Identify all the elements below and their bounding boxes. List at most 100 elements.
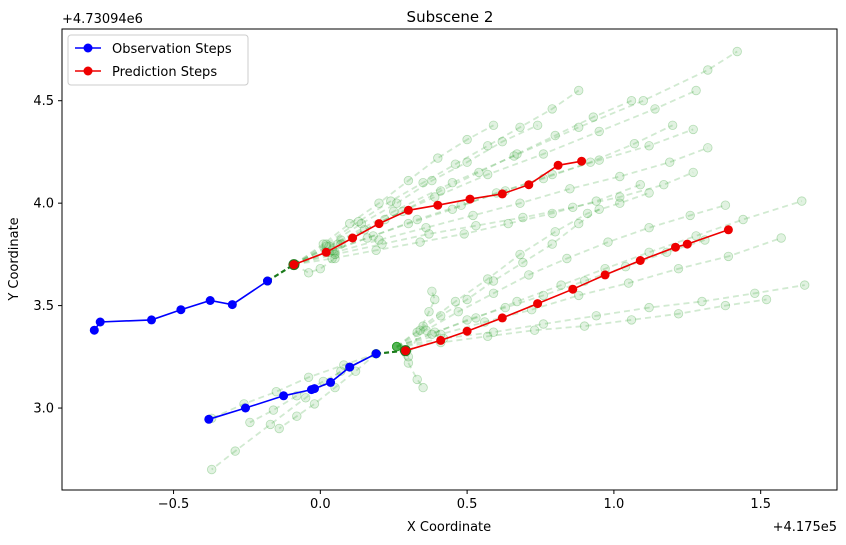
candidate-trajectory — [289, 124, 698, 270]
candidate-point — [374, 198, 384, 208]
candidate-point — [403, 358, 414, 368]
candidate-point — [483, 331, 493, 342]
observation-point — [371, 349, 381, 359]
legend-observation-label: Observation Steps — [112, 42, 232, 57]
candidate-point — [483, 169, 493, 180]
candidate-point — [529, 325, 540, 335]
observation-point — [279, 391, 289, 401]
candidate-point — [659, 179, 669, 190]
y-tick-label: 3.0 — [33, 402, 54, 417]
candidate-point — [691, 231, 701, 241]
y-tick-label: 4.0 — [33, 197, 54, 212]
prediction-point — [497, 313, 507, 323]
candidate-point — [579, 321, 590, 331]
candidate-point — [412, 327, 422, 337]
prediction-point — [433, 200, 443, 210]
candidate-line — [293, 124, 538, 266]
observation-point — [176, 305, 186, 315]
observation-point — [95, 317, 105, 327]
candidate-point — [524, 270, 534, 280]
candidate-point — [230, 446, 240, 456]
candidate-point — [403, 218, 414, 229]
candidate-point — [588, 112, 599, 122]
legend: Observation Steps Prediction Steps — [67, 34, 249, 86]
x-axis-title: X Coordinate — [407, 520, 491, 535]
candidate-point — [462, 134, 472, 145]
candidate-point — [427, 329, 437, 340]
observation-point — [326, 377, 336, 387]
x-tick-label: 1.0 — [604, 497, 625, 512]
candidate-point — [585, 157, 596, 167]
candidate-point — [356, 218, 367, 229]
candidate-line — [293, 146, 709, 266]
candidate-point — [723, 251, 734, 262]
candidate-line — [396, 200, 803, 348]
chart-title: Subscene 2 — [407, 8, 494, 26]
candidate-line — [278, 353, 377, 430]
candidate-point — [574, 218, 584, 229]
candidate-point — [688, 124, 698, 135]
candidate-line — [293, 124, 494, 266]
observation-series — [204, 349, 381, 424]
candidate-point — [450, 296, 461, 307]
observation-series — [89, 276, 272, 335]
candidate-point — [436, 311, 446, 321]
candidate-point — [594, 204, 604, 215]
prediction-point — [524, 180, 534, 190]
candidate-point — [776, 233, 786, 243]
candidate-line — [293, 243, 342, 274]
candidate-point — [615, 198, 625, 208]
prediction-point — [465, 194, 475, 204]
candidate-point — [574, 290, 584, 301]
candidate-point — [447, 177, 458, 188]
candidate-trajectory — [289, 179, 646, 270]
candidate-trajectory — [392, 188, 654, 352]
candidate-point — [644, 302, 654, 313]
candidate-point — [488, 327, 499, 337]
candidate-line — [396, 192, 650, 348]
prediction-point — [577, 156, 587, 166]
candidate-line — [293, 124, 673, 266]
candidate-trajectory — [392, 294, 772, 352]
prediction-series — [401, 225, 733, 356]
candidate-point — [685, 210, 695, 221]
candidate-point — [673, 264, 684, 274]
candidate-trajectory — [392, 204, 604, 352]
observation-point — [147, 315, 156, 325]
candidate-point — [462, 315, 472, 325]
candidate-point — [538, 149, 549, 159]
candidate-point — [603, 237, 613, 247]
candidate-point — [430, 327, 440, 337]
y-tick-label: 4.5 — [33, 94, 54, 109]
candidate-trajectory — [392, 196, 807, 352]
candidate-point — [309, 399, 320, 409]
candidate-point — [468, 210, 478, 221]
y-tick-label: 3.5 — [33, 299, 54, 314]
prediction-point — [553, 160, 563, 170]
candidate-point — [518, 257, 528, 268]
candidate-point — [532, 120, 543, 131]
candidate-point — [453, 307, 464, 317]
candidate-point — [582, 208, 593, 219]
candidate-point — [547, 104, 557, 114]
candidate-point — [547, 208, 557, 219]
candidate-point — [691, 85, 701, 96]
candidate-point — [591, 196, 602, 206]
candidate-point — [515, 122, 525, 133]
candidate-point — [436, 186, 446, 196]
candidate-point — [330, 249, 340, 260]
candidate-point — [629, 138, 640, 149]
candidate-point — [497, 136, 508, 147]
candidate-point — [415, 325, 425, 335]
candidate-point — [330, 253, 340, 264]
prediction-point — [497, 189, 507, 199]
candidate-point — [301, 393, 311, 403]
candidate-point — [303, 372, 314, 383]
candidate-point — [667, 120, 678, 131]
candidate-point — [462, 294, 472, 305]
candidate-point — [644, 222, 654, 233]
candidate-point — [459, 229, 469, 239]
prediction-point — [348, 233, 358, 243]
x-tick-label: 1.5 — [750, 497, 771, 512]
